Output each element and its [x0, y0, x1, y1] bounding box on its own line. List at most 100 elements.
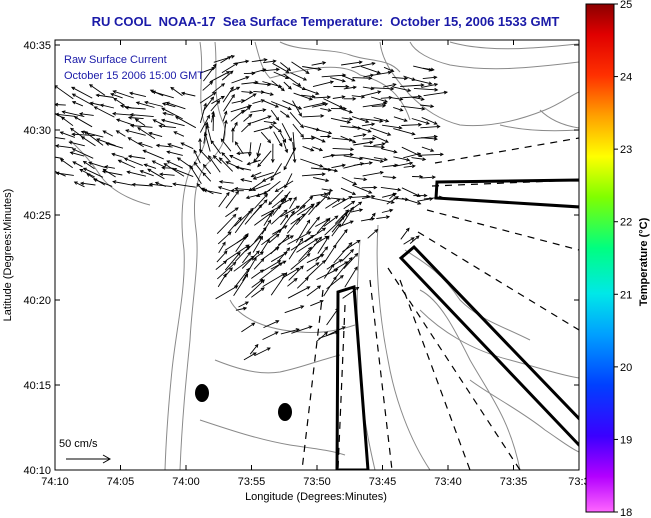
current-vector	[79, 169, 95, 178]
current-vector-head	[385, 215, 391, 219]
current-vector-head	[248, 187, 253, 192]
current-vector-head	[368, 161, 373, 165]
current-vector	[330, 117, 351, 123]
current-vector	[420, 125, 440, 129]
current-vector-head	[235, 165, 240, 170]
current-vector-head	[323, 192, 328, 197]
current-vector	[213, 155, 222, 164]
current-vector-head	[397, 187, 402, 192]
current-vector	[252, 199, 268, 215]
current-vector-head	[245, 59, 250, 64]
current-vector	[241, 178, 253, 183]
x-tick-label: 73:35	[500, 476, 528, 488]
current-vector	[306, 260, 326, 279]
colorbar-tick-label: 22	[620, 217, 632, 229]
current-vector	[263, 60, 276, 64]
current-vector	[306, 285, 321, 297]
current-vector-head	[152, 119, 157, 123]
current-vector	[254, 193, 268, 209]
current-vector-head	[206, 114, 210, 119]
current-vector-head	[204, 121, 209, 126]
current-vector-head	[148, 131, 153, 136]
scale-arrow	[66, 454, 112, 464]
current-vector-head	[321, 172, 326, 177]
current-vector-head	[282, 197, 287, 202]
current-vector-head	[137, 127, 142, 131]
current-vector	[292, 132, 296, 151]
current-vector	[219, 181, 234, 184]
current-vector-head	[231, 93, 235, 99]
current-vector-head	[275, 320, 280, 324]
current-vector	[88, 161, 106, 169]
current-vector	[251, 251, 264, 261]
current-vector-head	[124, 105, 129, 110]
current-vector	[269, 233, 280, 243]
current-vector-head	[196, 183, 201, 187]
current-vector-head	[286, 247, 291, 252]
current-vector-head	[247, 251, 252, 256]
current-vector	[292, 100, 302, 117]
current-vector	[243, 114, 252, 122]
current-vector-head	[383, 157, 388, 162]
current-vector	[401, 96, 422, 99]
current-vector-head	[306, 286, 311, 290]
current-vector-head	[112, 90, 117, 94]
current-vector-head	[285, 69, 290, 74]
current-vector-head	[73, 116, 78, 120]
current-vector-head	[172, 182, 177, 187]
current-vector-head	[324, 331, 329, 336]
current-vector	[235, 233, 249, 253]
current-vector	[283, 151, 294, 170]
current-vector	[380, 97, 392, 99]
current-vector	[262, 247, 279, 260]
current-vector-head	[126, 170, 131, 175]
buoy-marker	[195, 384, 209, 402]
current-vector	[163, 112, 174, 116]
current-vector	[340, 135, 356, 143]
current-vector-head	[240, 178, 245, 182]
current-vector	[352, 184, 372, 194]
current-vector	[300, 158, 323, 168]
current-vector-head	[358, 60, 363, 65]
current-vector	[323, 215, 338, 227]
current-vector	[249, 181, 264, 192]
current-vector	[292, 142, 296, 163]
current-vector	[260, 131, 271, 143]
current-vector	[310, 135, 326, 143]
current-vector	[401, 187, 421, 197]
current-vector-head	[282, 260, 287, 265]
current-vector	[74, 116, 93, 128]
current-vector	[316, 331, 328, 343]
current-vector-head	[158, 172, 164, 177]
current-vector-head	[93, 106, 98, 110]
current-vector-head	[173, 131, 178, 135]
current-vector-head	[170, 86, 175, 91]
current-vector-head	[127, 154, 132, 159]
current-vector	[333, 242, 353, 264]
current-vector	[342, 287, 359, 299]
current-vector	[149, 183, 173, 188]
current-vector-head	[293, 196, 297, 201]
current-vector-head	[115, 118, 121, 123]
current-vector	[343, 200, 355, 210]
current-vector	[393, 116, 408, 122]
current-vector	[282, 139, 288, 153]
annotation-line2: October 15 2006 15:00 GMT	[64, 70, 204, 82]
current-vector	[363, 145, 385, 148]
current-vector	[128, 155, 146, 159]
current-vector	[280, 214, 289, 226]
current-vector-head	[69, 151, 74, 155]
current-vector	[130, 125, 153, 128]
current-vector-head	[335, 307, 339, 312]
current-vector	[331, 196, 352, 208]
current-vector-head	[202, 188, 208, 193]
current-vector-head	[55, 171, 60, 176]
current-vector	[382, 124, 402, 129]
current-vector	[225, 191, 239, 209]
current-vector-head	[434, 87, 439, 92]
y-tick-label: 40:10	[23, 465, 51, 477]
current-vector	[128, 137, 144, 148]
current-vector-head	[232, 261, 237, 266]
current-vector	[132, 184, 153, 187]
current-vector	[383, 83, 396, 88]
